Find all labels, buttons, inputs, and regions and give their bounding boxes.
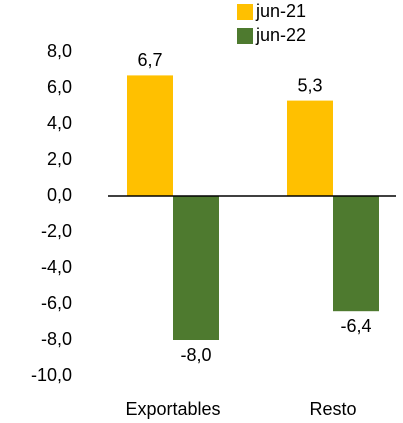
- y-tick-label: -8,0: [41, 329, 72, 349]
- y-tick-label: -4,0: [41, 257, 72, 277]
- value-label: 5,3: [297, 75, 322, 95]
- value-label: -8,0: [180, 345, 211, 365]
- legend-label: jun-22: [255, 25, 306, 45]
- y-tick-label: -10,0: [31, 365, 72, 385]
- x-tick-label: Exportables: [125, 399, 220, 419]
- y-tick-label: 2,0: [47, 149, 72, 169]
- bar: [333, 196, 379, 312]
- bar: [127, 75, 173, 196]
- legend-swatch: [237, 28, 253, 44]
- y-tick-label: 6,0: [47, 77, 72, 97]
- bar: [287, 100, 333, 196]
- y-tick-label: -6,0: [41, 293, 72, 313]
- y-tick-label: 4,0: [47, 113, 72, 133]
- value-label: -6,4: [340, 316, 371, 336]
- legend-label: jun-21: [255, 1, 306, 21]
- legend-swatch: [237, 4, 253, 20]
- value-label: 6,7: [137, 50, 162, 70]
- y-tick-label: 0,0: [47, 185, 72, 205]
- y-tick-label: 8,0: [47, 41, 72, 61]
- bar: [173, 196, 219, 340]
- x-tick-label: Resto: [309, 399, 356, 419]
- y-tick-label: -2,0: [41, 221, 72, 241]
